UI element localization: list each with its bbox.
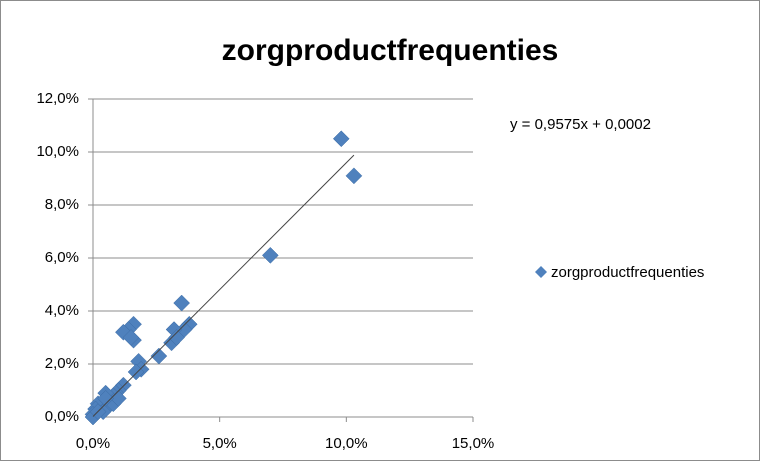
point <box>97 390 115 407</box>
y-tick-label: 4,0% <box>45 302 79 319</box>
point <box>127 363 145 381</box>
point <box>122 329 140 346</box>
y-tick-label: 0,0% <box>45 408 79 425</box>
point <box>261 246 279 264</box>
x-tick-label: 15,0% <box>452 435 495 452</box>
trendline-equation: y = 0,9575x + 0,0002 <box>510 116 651 133</box>
x-tick-label: 10,0% <box>325 435 368 452</box>
legend-label: zorgproductfrequenties <box>551 264 704 281</box>
point <box>173 294 191 312</box>
legend-marker <box>535 266 547 278</box>
point <box>345 167 363 185</box>
x-tick-label: 5,0% <box>203 435 237 452</box>
y-tick-label: 2,0% <box>45 355 79 372</box>
y-tick-label: 6,0% <box>45 249 79 266</box>
point <box>150 347 168 365</box>
point <box>115 323 132 341</box>
x-tick-label: 0,0% <box>76 435 110 452</box>
chart-title: zorgproductfrequenties <box>222 34 559 67</box>
trendline <box>92 154 355 417</box>
point <box>332 130 350 148</box>
y-tick-label: 12,0% <box>36 90 79 107</box>
y-tick-label: 8,0% <box>45 196 79 213</box>
y-tick-label: 10,0% <box>36 143 79 160</box>
point <box>168 329 185 346</box>
